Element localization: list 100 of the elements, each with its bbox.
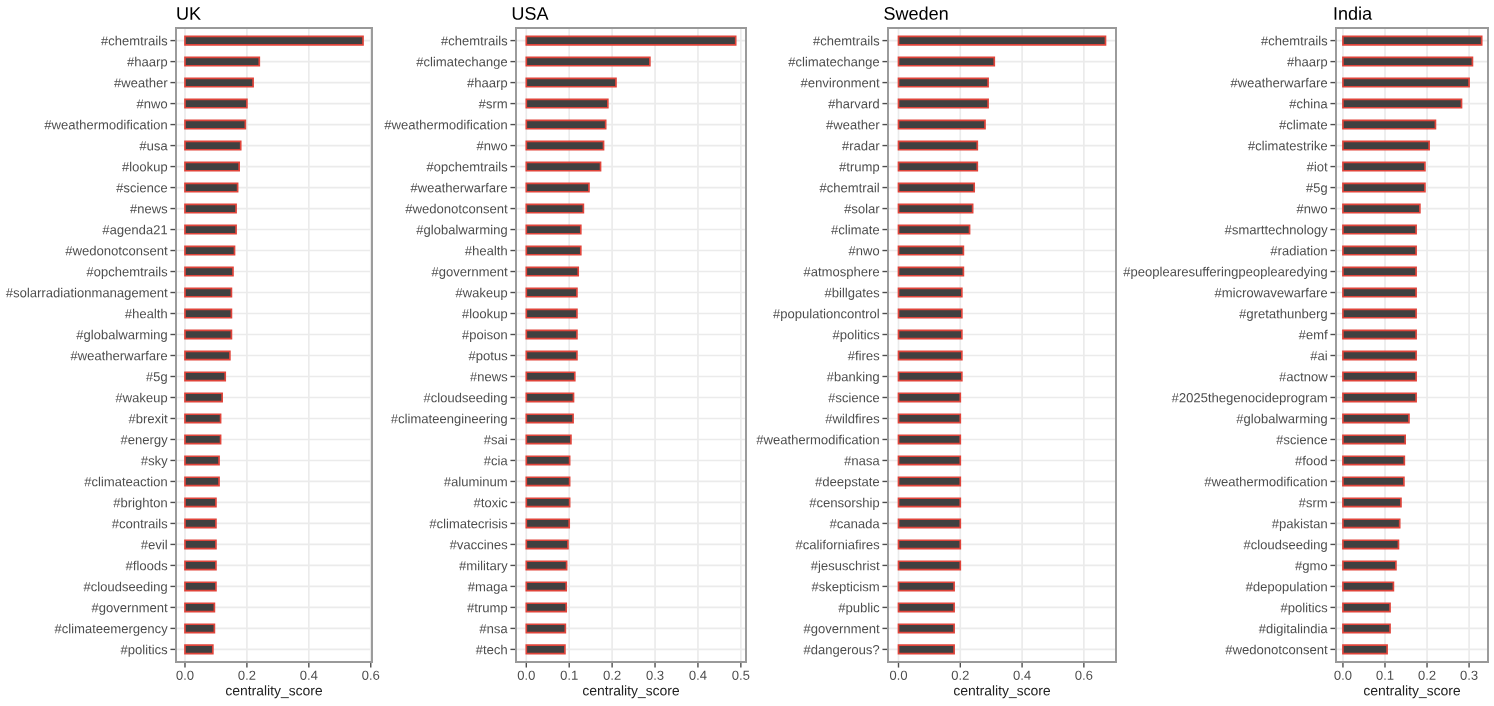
bar: [184, 560, 217, 571]
bar: [525, 644, 566, 655]
bar: [1342, 644, 1388, 655]
bar: [184, 182, 239, 193]
bar: [525, 266, 580, 277]
bar: [184, 308, 233, 319]
bar: [897, 182, 976, 193]
bar: [184, 539, 217, 550]
bar: [184, 140, 242, 151]
bar: [897, 56, 996, 67]
bar: [897, 560, 962, 571]
bar: [1342, 329, 1417, 340]
chart-title: USA: [512, 7, 549, 20]
bar: [525, 182, 590, 193]
bar: [525, 455, 571, 466]
bar: [897, 581, 955, 592]
bar: [1342, 308, 1417, 319]
bar: [1342, 392, 1417, 403]
bar: [897, 371, 963, 382]
bar: [1342, 539, 1400, 550]
bar: [1342, 182, 1426, 193]
bar: [1342, 581, 1395, 592]
bar: [1342, 119, 1437, 130]
bar: [184, 56, 261, 67]
bar: [184, 413, 222, 424]
bar: [897, 518, 962, 529]
bar: [184, 287, 233, 298]
bar: [184, 245, 236, 256]
bar: [897, 119, 986, 130]
bar: [1342, 602, 1391, 613]
bar: [1342, 224, 1417, 235]
bar: [897, 392, 962, 403]
bar: [184, 371, 227, 382]
bar: [184, 119, 247, 130]
bar: [1342, 203, 1421, 214]
bar: [897, 644, 955, 655]
bar: [525, 119, 607, 130]
chart-title: UK: [177, 7, 201, 20]
bar: [184, 329, 233, 340]
bar: [1342, 350, 1417, 361]
bar: [184, 497, 217, 508]
bar: [184, 581, 217, 592]
bar: [897, 602, 955, 613]
bar: [897, 308, 963, 319]
bar: [184, 434, 222, 445]
bar: [1342, 56, 1474, 67]
bar: [525, 287, 578, 298]
bar: [525, 413, 574, 424]
bar: [184, 623, 216, 634]
bar: [525, 35, 737, 46]
bar: [897, 455, 962, 466]
bar: [184, 644, 214, 655]
bar: [1342, 455, 1406, 466]
bar: [525, 98, 609, 109]
bar: [525, 350, 578, 361]
bar: [184, 77, 254, 88]
bar: [897, 539, 962, 550]
bar: [897, 203, 974, 214]
bar: [897, 413, 962, 424]
bar: [897, 224, 971, 235]
bar: [184, 98, 248, 109]
bar: [1342, 623, 1391, 634]
bar: [1342, 77, 1470, 88]
bar: [1342, 266, 1417, 277]
chart-title: Sweden: [884, 6, 948, 20]
bar: [525, 245, 582, 256]
bar: [525, 161, 602, 172]
bar: [184, 203, 237, 214]
bar: [897, 287, 963, 298]
bar: [525, 329, 578, 340]
bar: [525, 371, 576, 382]
bar: [525, 518, 571, 529]
bar: [1342, 35, 1483, 46]
bar: [525, 602, 568, 613]
bar: [184, 476, 220, 487]
bar: [897, 245, 965, 256]
bar: [525, 434, 572, 445]
bar: [184, 518, 217, 529]
bar: [897, 350, 963, 361]
bar: [1342, 140, 1430, 151]
bar: [1342, 371, 1417, 382]
bar: [525, 308, 578, 319]
bar: [525, 224, 582, 235]
bar: [897, 497, 962, 508]
bar: [1342, 560, 1397, 571]
bar: [1342, 161, 1426, 172]
bar: [184, 35, 364, 46]
bar: [184, 392, 223, 403]
bar: [525, 140, 605, 151]
bar: [1342, 413, 1410, 424]
bar: [897, 161, 979, 172]
chart-title: India: [1334, 6, 1373, 20]
bar: [184, 224, 237, 235]
bar: [1342, 518, 1401, 529]
bar: [1342, 497, 1402, 508]
bar: [1342, 245, 1417, 256]
bar: [1342, 98, 1463, 109]
bar: [1342, 476, 1405, 487]
bar: [525, 497, 571, 508]
bar: [897, 140, 979, 151]
